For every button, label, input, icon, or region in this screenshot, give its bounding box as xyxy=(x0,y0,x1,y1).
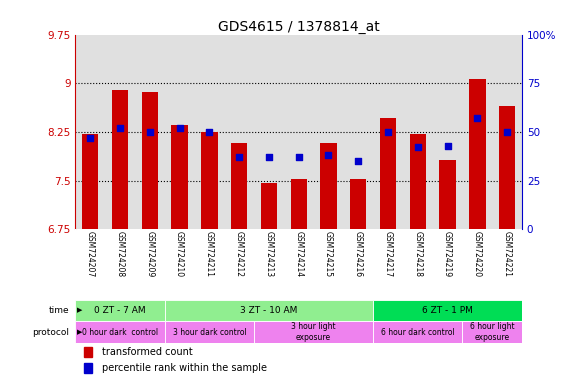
Point xyxy=(443,142,452,149)
Text: GSM724207: GSM724207 xyxy=(86,232,95,278)
Bar xyxy=(75,300,165,321)
Text: 0 ZT - 7 AM: 0 ZT - 7 AM xyxy=(94,306,146,315)
Bar xyxy=(142,92,158,229)
Text: GSM724209: GSM724209 xyxy=(146,232,154,278)
Bar xyxy=(469,79,485,229)
Point xyxy=(115,125,125,131)
Bar xyxy=(254,321,373,343)
Bar xyxy=(112,90,128,229)
Point xyxy=(145,129,154,135)
Text: GSM724215: GSM724215 xyxy=(324,232,333,278)
Point xyxy=(234,154,244,160)
Bar xyxy=(499,106,515,229)
Text: ▶: ▶ xyxy=(77,329,82,335)
Text: GSM724212: GSM724212 xyxy=(235,232,244,277)
Text: 3 hour dark control: 3 hour dark control xyxy=(172,328,246,336)
Text: 6 hour light
exposure: 6 hour light exposure xyxy=(470,322,514,342)
Bar xyxy=(261,182,277,229)
Text: GSM724218: GSM724218 xyxy=(414,232,422,277)
Title: GDS4615 / 1378814_at: GDS4615 / 1378814_at xyxy=(218,20,379,33)
Bar xyxy=(82,134,99,229)
Bar xyxy=(373,300,522,321)
Bar xyxy=(172,126,188,229)
Text: GSM724211: GSM724211 xyxy=(205,232,214,277)
Text: 6 hour dark control: 6 hour dark control xyxy=(381,328,455,336)
Point xyxy=(175,125,184,131)
Text: protocol: protocol xyxy=(32,328,70,336)
Point xyxy=(413,144,422,151)
Bar xyxy=(380,118,396,229)
Bar xyxy=(84,347,92,357)
Text: ▶: ▶ xyxy=(77,308,82,313)
Bar xyxy=(231,143,247,229)
Text: GSM724208: GSM724208 xyxy=(115,232,125,278)
Bar xyxy=(201,132,218,229)
Bar xyxy=(165,300,373,321)
Text: GSM724220: GSM724220 xyxy=(473,232,482,278)
Bar xyxy=(291,179,307,229)
Point xyxy=(205,129,214,135)
Text: 0 hour dark  control: 0 hour dark control xyxy=(82,328,158,336)
Text: GSM724216: GSM724216 xyxy=(354,232,362,278)
Point xyxy=(473,115,482,121)
Bar xyxy=(440,160,456,229)
Point xyxy=(264,154,274,160)
Point xyxy=(86,135,95,141)
Bar xyxy=(320,143,336,229)
Text: 3 ZT - 10 AM: 3 ZT - 10 AM xyxy=(240,306,298,315)
Text: 6 ZT - 1 PM: 6 ZT - 1 PM xyxy=(422,306,473,315)
Text: GSM724221: GSM724221 xyxy=(503,232,512,277)
Bar xyxy=(373,321,462,343)
Bar xyxy=(75,321,165,343)
Text: GSM724210: GSM724210 xyxy=(175,232,184,278)
Point xyxy=(324,152,333,158)
Text: 3 hour light
exposure: 3 hour light exposure xyxy=(291,322,336,342)
Bar xyxy=(350,179,367,229)
Text: time: time xyxy=(49,306,70,315)
Point xyxy=(383,129,393,135)
Bar xyxy=(165,321,254,343)
Point xyxy=(502,129,512,135)
Text: GSM724213: GSM724213 xyxy=(264,232,273,278)
Text: GSM724219: GSM724219 xyxy=(443,232,452,278)
Bar xyxy=(84,363,92,373)
Text: transformed count: transformed count xyxy=(102,347,193,357)
Text: percentile rank within the sample: percentile rank within the sample xyxy=(102,363,267,373)
Bar xyxy=(462,321,522,343)
Point xyxy=(354,158,363,164)
Text: GSM724214: GSM724214 xyxy=(294,232,303,278)
Point xyxy=(294,154,303,160)
Text: GSM724217: GSM724217 xyxy=(383,232,393,278)
Bar xyxy=(409,134,426,229)
